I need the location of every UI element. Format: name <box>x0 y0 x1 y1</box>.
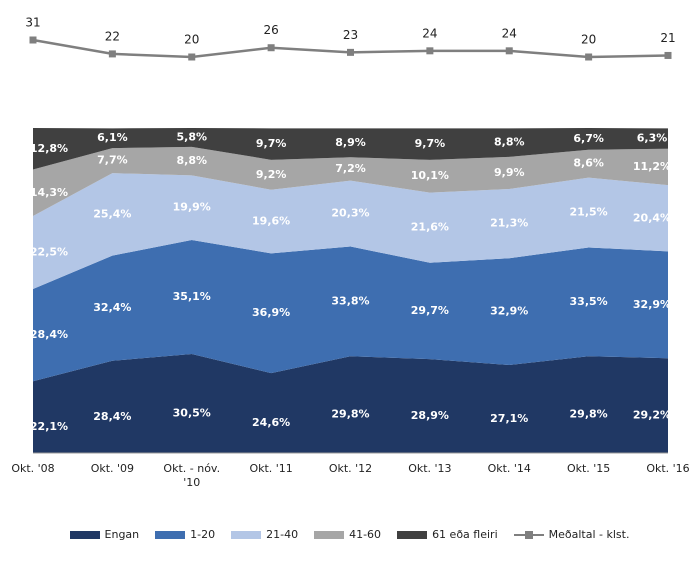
marker <box>426 47 434 55</box>
legend-label: 61 eða fleiri <box>432 528 498 541</box>
data-label: 32,9% <box>490 305 528 318</box>
data-label: 28,4% <box>30 328 68 341</box>
data-label: 6,7% <box>573 132 604 145</box>
data-label: 24 <box>422 26 437 40</box>
data-label: 33,8% <box>331 294 369 307</box>
data-label: 20,4% <box>633 211 671 224</box>
marker <box>347 48 354 56</box>
legend-swatch <box>155 530 186 539</box>
data-label: 6,3% <box>637 132 668 145</box>
data-label: 29,8% <box>331 408 369 421</box>
legend-item: 41-60 <box>314 528 381 541</box>
data-label: 9,7% <box>256 137 287 150</box>
area <box>33 240 668 382</box>
data-label: 20 <box>184 33 199 47</box>
marker <box>664 51 672 59</box>
data-label: 29,2% <box>633 409 671 422</box>
data-label: 19,6% <box>252 215 290 228</box>
data-label: 20 <box>581 33 596 47</box>
x-tick-label: Okt. '15 <box>566 462 611 475</box>
legend: Engan 1-20 21-40 41-60 61 eða fleiri Meðaltal… <box>0 528 699 541</box>
data-label: 27,1% <box>490 412 528 425</box>
legend-swatch <box>397 530 428 539</box>
legend-item: 1-20 <box>155 528 215 541</box>
x-tick-label: Okt. '11 <box>249 462 293 475</box>
marker <box>108 50 116 58</box>
data-label: 33,5% <box>570 295 608 308</box>
x-tick-label: Okt. '14 <box>487 462 531 475</box>
legend-label: 1-20 <box>190 528 216 541</box>
x-tick-label: Okt. '16 <box>646 462 690 475</box>
marker <box>585 53 593 61</box>
data-label: 12,8% <box>30 142 68 155</box>
legend-swatch <box>314 530 345 539</box>
data-label: 24,6% <box>252 416 290 429</box>
marker <box>267 44 275 52</box>
legend-swatch <box>513 530 544 539</box>
legend-item: Engan <box>69 528 140 541</box>
area <box>33 128 668 170</box>
legend-label: 41-60 <box>349 528 382 541</box>
data-label: 28,9% <box>411 409 449 422</box>
x-tick-label: Okt. '13 <box>408 462 452 475</box>
area <box>33 173 668 290</box>
data-label: 20,3% <box>331 207 369 220</box>
x-tick-label: Okt. '12 <box>328 462 373 475</box>
data-label: 25,4% <box>93 207 131 220</box>
data-label: 32,4% <box>93 301 131 314</box>
data-label: 7,2% <box>335 162 366 175</box>
data-label: 9,7% <box>415 137 446 150</box>
legend-item: 21-40 <box>231 528 298 541</box>
legend-item: Meðaltal - klst. <box>513 528 630 541</box>
data-label: 5,8% <box>176 130 207 143</box>
marker <box>505 47 513 55</box>
data-label: 29,7% <box>411 304 449 317</box>
data-label: 6,1% <box>97 131 128 144</box>
data-label: 22,1% <box>30 420 68 433</box>
data-label: 19,9% <box>173 201 211 214</box>
data-label: 28,4% <box>93 410 131 423</box>
data-label: 9,2% <box>256 168 287 181</box>
data-label: 10,1% <box>411 169 449 182</box>
marker <box>29 36 37 44</box>
data-label: 9,9% <box>494 166 525 179</box>
data-label: 36,9% <box>252 306 290 319</box>
data-label: 21,3% <box>490 217 528 230</box>
data-label: 8,8% <box>176 154 207 167</box>
legend-label: 21-40 <box>266 528 299 541</box>
data-label: 26 <box>263 23 278 37</box>
data-label: 21 <box>660 31 675 45</box>
data-label: 11,2% <box>633 160 671 173</box>
data-label: 8,6% <box>573 157 604 170</box>
legend-label: Meðaltal - klst. <box>548 528 630 541</box>
data-label: 29,8% <box>570 408 608 421</box>
data-label: 22,5% <box>30 246 68 259</box>
legend-label: Engan <box>104 528 140 541</box>
data-label: 8,9% <box>335 136 366 149</box>
data-label: 21,6% <box>411 221 449 234</box>
data-label: 23 <box>343 28 358 42</box>
legend-item: 61 eða fleiri <box>397 528 498 541</box>
data-label: 14,3% <box>30 186 68 199</box>
data-label: 7,7% <box>97 154 128 167</box>
area <box>33 353 668 453</box>
data-label: 21,5% <box>570 206 608 219</box>
data-label: 31 <box>25 16 40 30</box>
data-label: 8,8% <box>494 136 525 149</box>
x-tick-label: Okt. '08 <box>11 462 55 475</box>
legend-swatch <box>231 530 262 539</box>
data-label: 22 <box>105 29 120 43</box>
x-tick-label: Okt. - nóv. '10 <box>163 462 221 489</box>
x-tick-label: Okt. '09 <box>90 462 135 475</box>
area <box>33 146 668 216</box>
data-label: 35,1% <box>173 290 211 303</box>
data-label: 24 <box>502 26 517 40</box>
data-label: 32,9% <box>633 298 671 311</box>
data-label: 30,5% <box>173 406 211 419</box>
marker <box>188 53 196 61</box>
legend-swatch <box>69 530 100 539</box>
